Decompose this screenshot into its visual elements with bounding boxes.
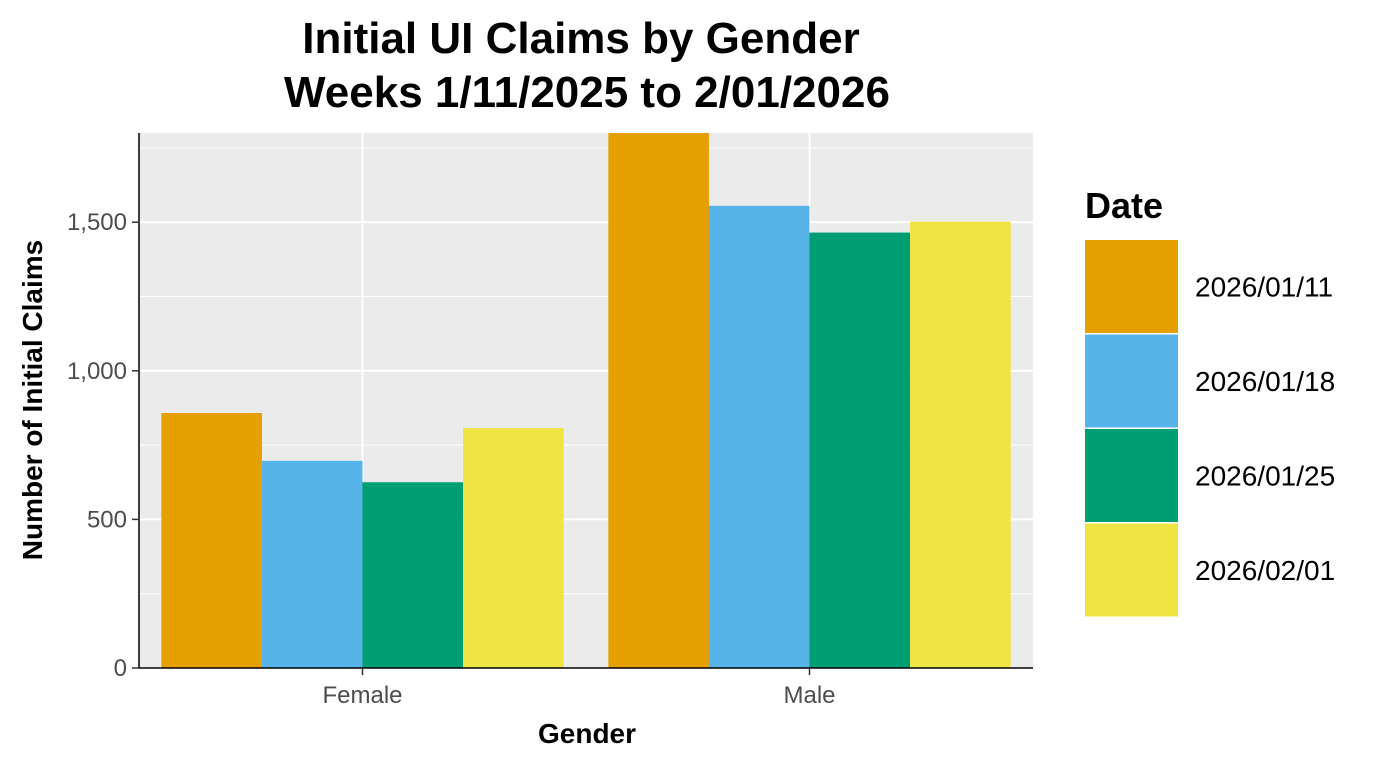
legend-key	[1085, 334, 1178, 428]
bar-male-2026-01-18	[708, 205, 810, 668]
bars	[161, 133, 1011, 669]
axes	[132, 133, 1033, 675]
y-axis-title: Number of Initial Claims	[17, 240, 48, 561]
x-tick-label: Male	[783, 682, 835, 709]
bar-female-2026-01-18	[261, 460, 363, 668]
chart-subtitle: Weeks 1/11/2025 to 2/01/2026	[284, 68, 890, 117]
bar-female-2026-01-25	[362, 482, 464, 668]
legend-title: Date	[1085, 185, 1163, 226]
x-tick-labels: Female Male	[322, 682, 835, 709]
y-tick-label: 0	[114, 655, 127, 682]
legend-key	[1085, 429, 1178, 522]
y-tick-label: 1,000	[67, 358, 127, 385]
bar-female-2026-01-11	[161, 412, 262, 668]
y-tick-labels: 0 500 1,000 1,500	[67, 209, 127, 682]
legend-key	[1085, 523, 1178, 617]
bar-male-2026-01-25	[809, 232, 911, 668]
y-tick-label: 1,500	[67, 209, 127, 236]
bar-male-2026-02-01	[910, 221, 1011, 669]
legend-items: 2026/01/11 2026/01/18 2026/01/25 2026/02/01	[1085, 240, 1335, 617]
legend: Date 2026/01/112026/01/182026/01/252026/…	[1085, 185, 1335, 617]
bar-female-2026-02-01	[463, 428, 564, 668]
x-tick-label: Female	[322, 682, 402, 709]
chart-title: Initial UI Claims by Gender	[302, 14, 859, 63]
y-tick-label: 500	[87, 506, 127, 533]
bar-male-2026-01-11	[608, 133, 709, 668]
legend-label: 2026/01/25	[1195, 461, 1335, 492]
x-axis-title: Gender	[538, 718, 636, 749]
legend-key	[1085, 240, 1178, 333]
legend-label: 2026/01/11	[1195, 272, 1333, 303]
legend-label: 2026/01/18	[1195, 366, 1335, 397]
legend-label: 2026/02/01	[1195, 555, 1335, 586]
